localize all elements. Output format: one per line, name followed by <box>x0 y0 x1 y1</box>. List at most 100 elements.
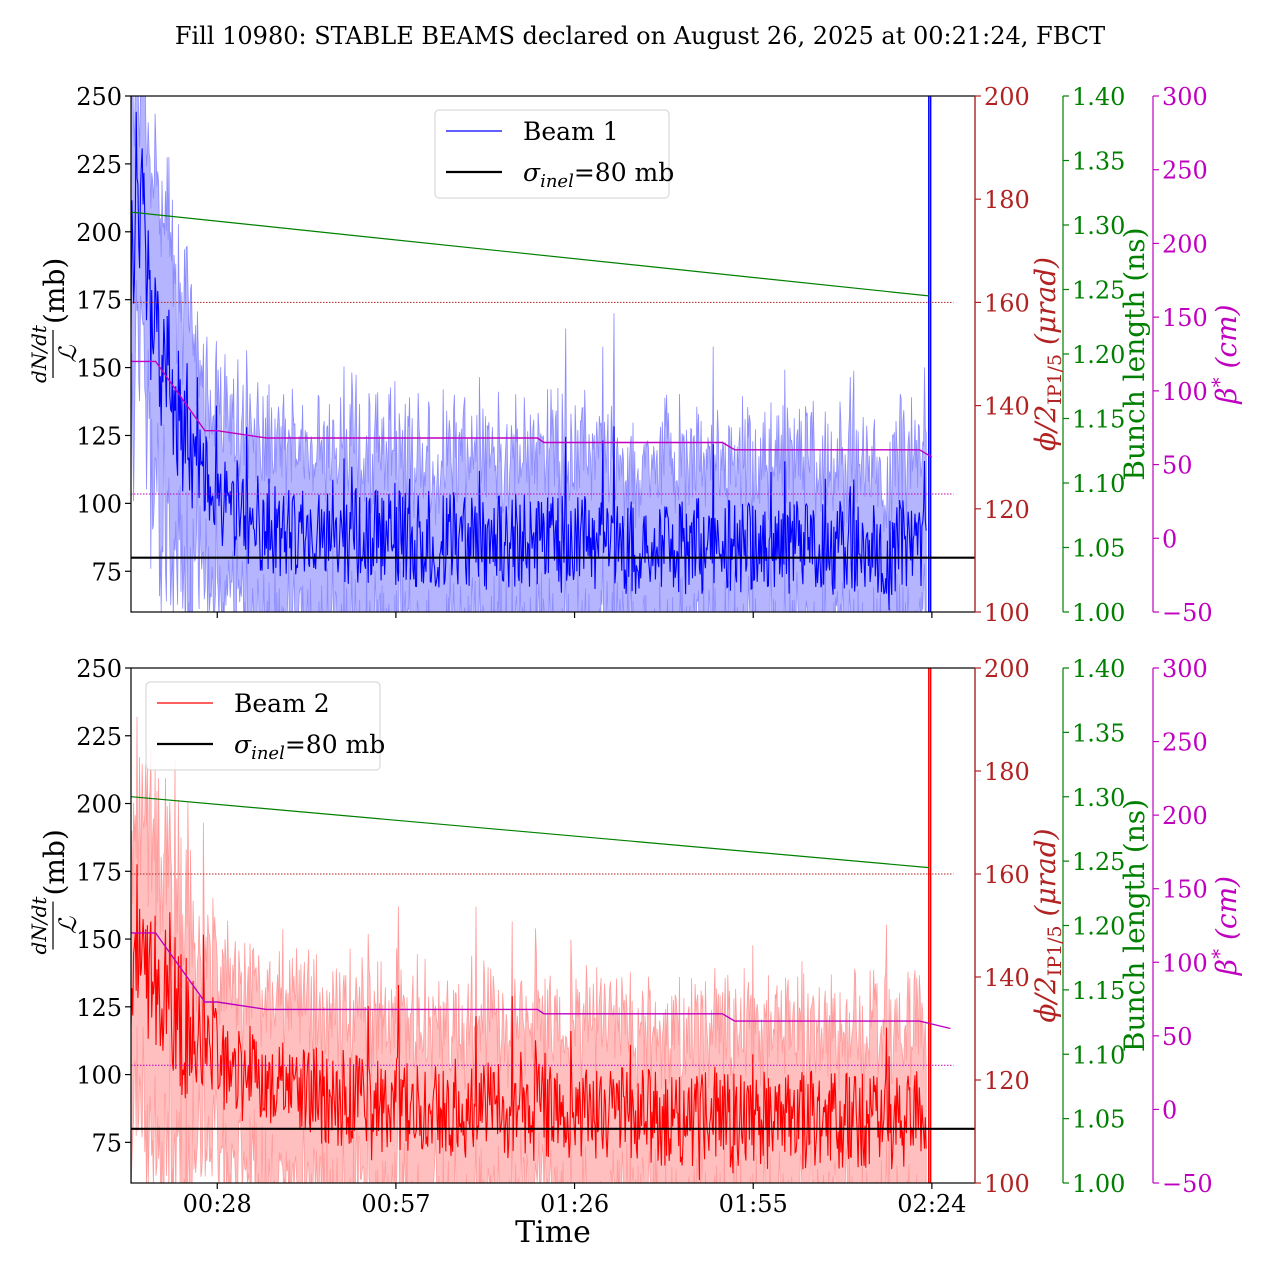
x-axis-tick-label: 01:26 <box>540 1190 609 1218</box>
beta-star-axis-tick-label: 150 <box>1162 876 1208 904</box>
bunch-length-axis-label: Bunch length (ns) <box>1118 799 1151 1052</box>
legend: Beam 1 σinel=80 mb <box>434 109 674 199</box>
crossing-angle-axis-label: ϕ/2IP1/5 (μrad) <box>1029 828 1066 1022</box>
crossing-angle-axis-tick-label: 140 <box>984 393 1030 421</box>
x-axis-tick-label: 02:24 <box>897 1190 966 1218</box>
beta-star-axis-tick-label: 300 <box>1162 655 1208 683</box>
legend-sigma-label-sub: inel <box>540 171 574 192</box>
bunch-length-axis-tick-label: 1.20 <box>1072 913 1125 941</box>
legend-sigma-label-tail: =80 mb <box>285 730 385 759</box>
crossing-angle-axis-label-main: ϕ/2 <box>1029 976 1062 1022</box>
crossing-angle-axis-tick-label: 160 <box>984 289 1030 317</box>
bunch-length-axis-tick-label: 1.00 <box>1072 1170 1125 1198</box>
beta-star-axis-tick-label: 50 <box>1162 452 1193 480</box>
legend-beam-label: Beam 2 <box>234 689 330 718</box>
beta-star-axis-tick-label: −50 <box>1162 599 1213 627</box>
legend: Beam 2 σinel=80 mb <box>145 681 385 771</box>
beta-star-axis-label-space <box>1210 369 1243 378</box>
legend-sigma-label: σinel=80 mb <box>523 158 674 192</box>
beta-star-axis-label-main: β <box>1210 959 1243 976</box>
left-axis-tick-label: 125 <box>76 994 122 1022</box>
beta-star-axis-label-unit: (cm) <box>1210 876 1243 940</box>
beta-star-axis-tick-label: −50 <box>1162 1170 1213 1198</box>
beam-line <box>131 864 927 1181</box>
bunch-length-axis-tick-label: 1.05 <box>1072 535 1125 563</box>
left-axis-label-unit: (mb) <box>38 829 71 895</box>
beta-star-line <box>131 360 933 458</box>
left-axis-tick-label: 150 <box>76 926 122 954</box>
left-axis-tick-label: 100 <box>76 1062 122 1090</box>
left-axis-tick-label: 175 <box>76 287 122 315</box>
left-axis-tick-label: 225 <box>76 723 122 751</box>
legend-sigma-label-sub: inel <box>251 743 285 764</box>
left-axis-tick-label: 75 <box>91 558 122 586</box>
left-axis-label: dN/dt ℒ (mb) <box>27 258 82 383</box>
beta-star-axis-tick-label: 200 <box>1162 230 1208 258</box>
legend-sigma-label: σinel=80 mb <box>234 730 385 764</box>
beta-star-axis-label-main: β <box>1210 387 1243 404</box>
bunch-length-axis-tick-label: 1.05 <box>1072 1106 1125 1134</box>
crossing-angle-axis-tick-label: 180 <box>984 186 1030 214</box>
x-axis-tick-label: 00:57 <box>361 1190 430 1218</box>
left-axis-tick-label: 250 <box>76 83 122 111</box>
beta-star-axis-tick-label: 50 <box>1162 1023 1193 1051</box>
bunch-length-axis-tick-label: 1.15 <box>1072 977 1125 1005</box>
left-axis-tick-label: 150 <box>76 355 122 383</box>
beta-star-axis-tick-label: 250 <box>1162 157 1208 185</box>
crossing-angle-axis-label-sub: IP1/5 <box>1044 354 1066 405</box>
beta-star-axis-tick-label: 200 <box>1162 802 1208 830</box>
bunch-length-axis-tick-label: 1.20 <box>1072 341 1125 369</box>
beta-star-axis-tick-label: 150 <box>1162 304 1208 332</box>
x-axis-tick-label: 01:55 <box>719 1190 788 1218</box>
bunch-length-axis-tick-label: 1.00 <box>1072 599 1125 627</box>
legend-sigma-label-main: σ <box>523 158 541 187</box>
crossing-angle-axis-label: ϕ/2IP1/5 (μrad) <box>1029 257 1066 451</box>
crossing-angle-axis-tick-label: 200 <box>984 655 1030 683</box>
left-axis-tick-label: 200 <box>76 791 122 819</box>
crossing-angle-axis-tick-label: 200 <box>984 83 1030 111</box>
left-axis-tick-label: 200 <box>76 219 122 247</box>
x-axis-label: Time <box>515 1215 591 1250</box>
crossing-angle-axis-tick-label: 160 <box>984 861 1030 889</box>
crossing-angle-axis-label-space <box>1029 345 1062 354</box>
bunch-length-line <box>131 796 929 869</box>
legend-box <box>145 681 381 771</box>
beam-band <box>131 96 927 612</box>
crossing-angle-axis-tick-label: 100 <box>984 1170 1030 1198</box>
beta-star-axis-label-sup: * <box>1207 949 1231 959</box>
bunch-length-axis-tick-label: 1.15 <box>1072 406 1125 434</box>
beam-band <box>131 716 927 1183</box>
crossing-angle-axis-tick-label: 120 <box>984 1067 1030 1095</box>
bunch-length-axis-tick-label: 1.35 <box>1072 148 1125 176</box>
x-axis-tick-label: 00:28 <box>183 1190 252 1218</box>
bunch-length-axis-tick-label: 1.35 <box>1072 719 1125 747</box>
beta-star-axis-label: β* (cm) <box>1207 304 1243 404</box>
beta-star-axis-label-space <box>1210 940 1243 949</box>
beta-star-axis-tick-label: 250 <box>1162 729 1208 757</box>
beta-star-axis-label-sup: * <box>1207 377 1231 387</box>
beam-line <box>131 111 927 611</box>
beta-star-axis-tick-label: 0 <box>1162 525 1177 553</box>
bunch-length-axis-tick-label: 1.10 <box>1072 470 1125 498</box>
legend-beam-label: Beam 1 <box>523 117 619 146</box>
left-axis-tick-label: 125 <box>76 422 122 450</box>
left-axis-tick-label: 100 <box>76 490 122 518</box>
crossing-angle-axis-label-unit: (μrad) <box>1029 828 1062 916</box>
legend-sigma-label-main: σ <box>234 730 252 759</box>
bunch-length-axis-tick-label: 1.40 <box>1072 83 1125 111</box>
beta-star-axis-tick-label: 0 <box>1162 1096 1177 1124</box>
left-axis-label: dN/dt ℒ (mb) <box>27 829 82 954</box>
crossing-angle-axis-label-main: ϕ/2 <box>1029 405 1062 451</box>
beta-star-line <box>131 932 951 1030</box>
bunch-length-axis-label: Bunch length (ns) <box>1118 227 1151 480</box>
legend-sigma-label-tail: =80 mb <box>574 158 674 187</box>
left-axis-label-numerator: dN/dt <box>27 896 51 955</box>
crossing-angle-axis-tick-label: 100 <box>984 599 1030 627</box>
beta-star-axis-tick-label: 300 <box>1162 83 1208 111</box>
left-axis-tick-label: 250 <box>76 655 122 683</box>
left-axis-tick-label: 225 <box>76 151 122 179</box>
bunch-length-axis-tick-label: 1.25 <box>1072 277 1125 305</box>
left-axis-label-numerator: dN/dt <box>27 324 51 383</box>
plot-area <box>131 96 975 612</box>
